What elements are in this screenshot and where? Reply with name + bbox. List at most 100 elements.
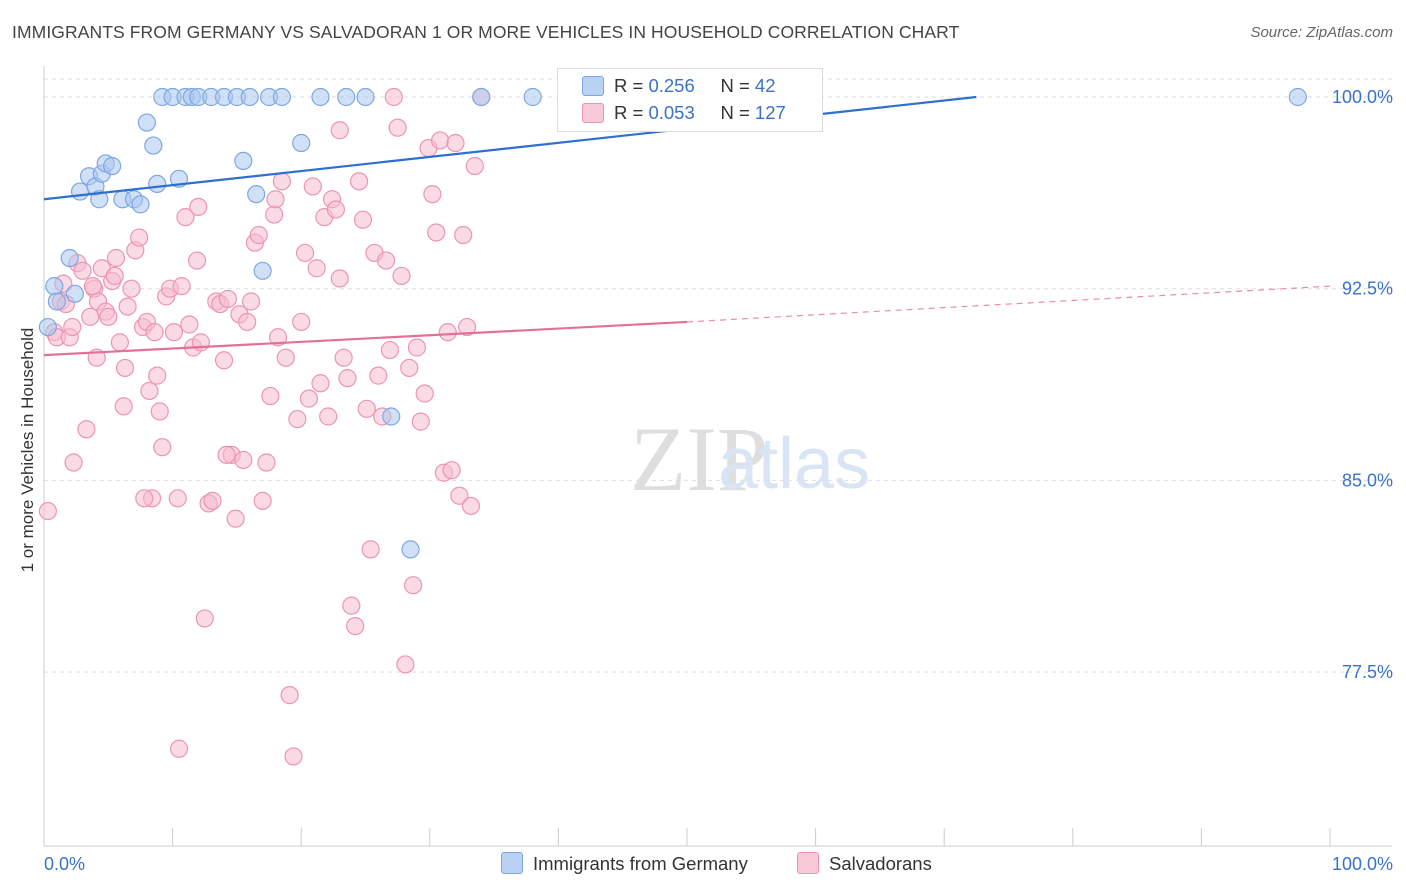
axes	[43, 66, 1392, 847]
germany-point	[60, 248, 79, 268]
salvadoran-point	[280, 686, 299, 705]
salvadoran-point	[446, 133, 465, 153]
germany-point	[337, 87, 356, 107]
n-value-germany: 42	[754, 75, 776, 96]
salvadoran-point	[288, 409, 307, 429]
germany-point	[382, 407, 401, 426]
salvadoran-point	[407, 338, 427, 357]
salvadoran-point	[361, 540, 380, 559]
germany-point	[144, 136, 163, 155]
salvadoran-point	[64, 453, 83, 472]
germany-point	[472, 87, 491, 107]
salvadoran-point	[114, 397, 133, 416]
salvadoran-point	[218, 289, 237, 309]
salvadoran-point	[334, 348, 353, 367]
tick-labels: 77.5% 85.0% 92.5% 100.0% 0.0% 100.0%	[44, 87, 1393, 874]
salvadoran-point	[400, 358, 419, 378]
germany-point	[247, 185, 266, 204]
germany-points	[38, 87, 1307, 559]
salvadoran-point	[122, 279, 141, 298]
salvadoran-point	[330, 121, 349, 140]
salvadoran-point	[454, 225, 473, 245]
salvadoran-swatch	[582, 103, 604, 123]
salvadoran-point	[73, 261, 92, 280]
n-value-salvadoran: 127	[754, 102, 786, 123]
germany-point	[45, 277, 64, 296]
salvadoran-point	[369, 366, 388, 385]
salvadoran-point	[249, 225, 268, 245]
salvadoran-point	[164, 323, 183, 342]
salvadoran-point	[380, 340, 400, 360]
salvadoran-point	[38, 501, 57, 521]
germany-point	[240, 87, 259, 107]
salvadoran-point	[415, 384, 434, 403]
salvadoran-point	[276, 348, 295, 367]
salvadoran-point	[130, 228, 149, 247]
salvadoran-point	[319, 407, 338, 426]
salvadoran-point	[168, 489, 187, 508]
germany-point	[311, 87, 330, 107]
salvadoran-point	[187, 251, 207, 270]
salvadoran-point	[295, 243, 315, 263]
salvadoran-point	[307, 259, 326, 278]
salvadoran-point	[423, 185, 442, 204]
salvadoran-point	[338, 369, 357, 388]
salvadoran-point	[353, 210, 373, 229]
r-label: R =	[614, 75, 644, 96]
salvadoran-point	[284, 747, 303, 766]
salvadoran-point	[396, 655, 415, 674]
salvadoran-point	[346, 616, 365, 636]
r-value-salvadoran: 0.053	[648, 102, 695, 123]
salvadoran-point	[241, 292, 261, 311]
salvadoran-point	[234, 450, 253, 470]
salvadoran-point	[99, 307, 118, 326]
salvadoran-point	[214, 351, 234, 370]
salvadoran-trendline-extension	[686, 285, 1331, 323]
zipatlas-watermark: ZIP atlas	[630, 408, 870, 510]
germany-point	[137, 113, 156, 132]
germany-point	[90, 190, 109, 209]
salvadoran-point	[292, 312, 311, 332]
salvadoran-point	[268, 328, 288, 347]
y-tick-label: 92.5%	[1342, 279, 1393, 299]
salvadoran-point	[238, 312, 257, 332]
y-tick-label: 77.5%	[1342, 662, 1393, 682]
germany-point	[131, 195, 150, 214]
salvadoran-point	[438, 323, 457, 342]
salvadoran-point	[311, 374, 330, 393]
legend-salvadoran: Salvadorans	[797, 852, 932, 875]
germany-point	[47, 292, 66, 311]
salvadoran-point	[376, 251, 396, 270]
salvadoran-point	[180, 315, 199, 334]
salvadoran-point	[150, 402, 169, 421]
salvadoran-point	[105, 266, 124, 286]
y-tick-label: 100.0%	[1332, 87, 1393, 107]
watermark-zip: ZIP	[630, 408, 768, 510]
salvadoran-point	[118, 297, 137, 316]
salvadoran-point	[226, 509, 245, 528]
y-axis-label: 1 or more Vehicles in Household	[18, 327, 37, 573]
salvadoran-point	[189, 197, 208, 217]
salvadoran-point	[145, 323, 164, 342]
salvadoran-point	[430, 131, 450, 150]
salvadoran-point	[172, 277, 191, 296]
salvadoran-point	[266, 190, 285, 209]
salvadoran-point	[357, 399, 376, 418]
germany-point	[70, 182, 90, 201]
salvadoran-point	[427, 223, 446, 242]
salvadoran-point	[77, 420, 96, 439]
r-value-germany: 0.256	[648, 75, 695, 96]
salvadoran-point	[110, 333, 129, 352]
salvadoran-point	[261, 386, 280, 406]
germany-point	[523, 87, 542, 107]
salvadoran-point	[140, 381, 159, 401]
germany-point	[234, 151, 253, 170]
source-credit: Source: ZipAtlas.com	[1250, 24, 1393, 41]
salvadoran-point	[169, 739, 189, 758]
salvadoran-point	[411, 412, 430, 431]
salvadoran-point	[461, 496, 481, 516]
legend-germany: Immigrants from Germany	[501, 852, 748, 875]
x-tick-label: 0.0%	[44, 854, 85, 874]
salvadoran-legend-swatch	[797, 852, 819, 874]
